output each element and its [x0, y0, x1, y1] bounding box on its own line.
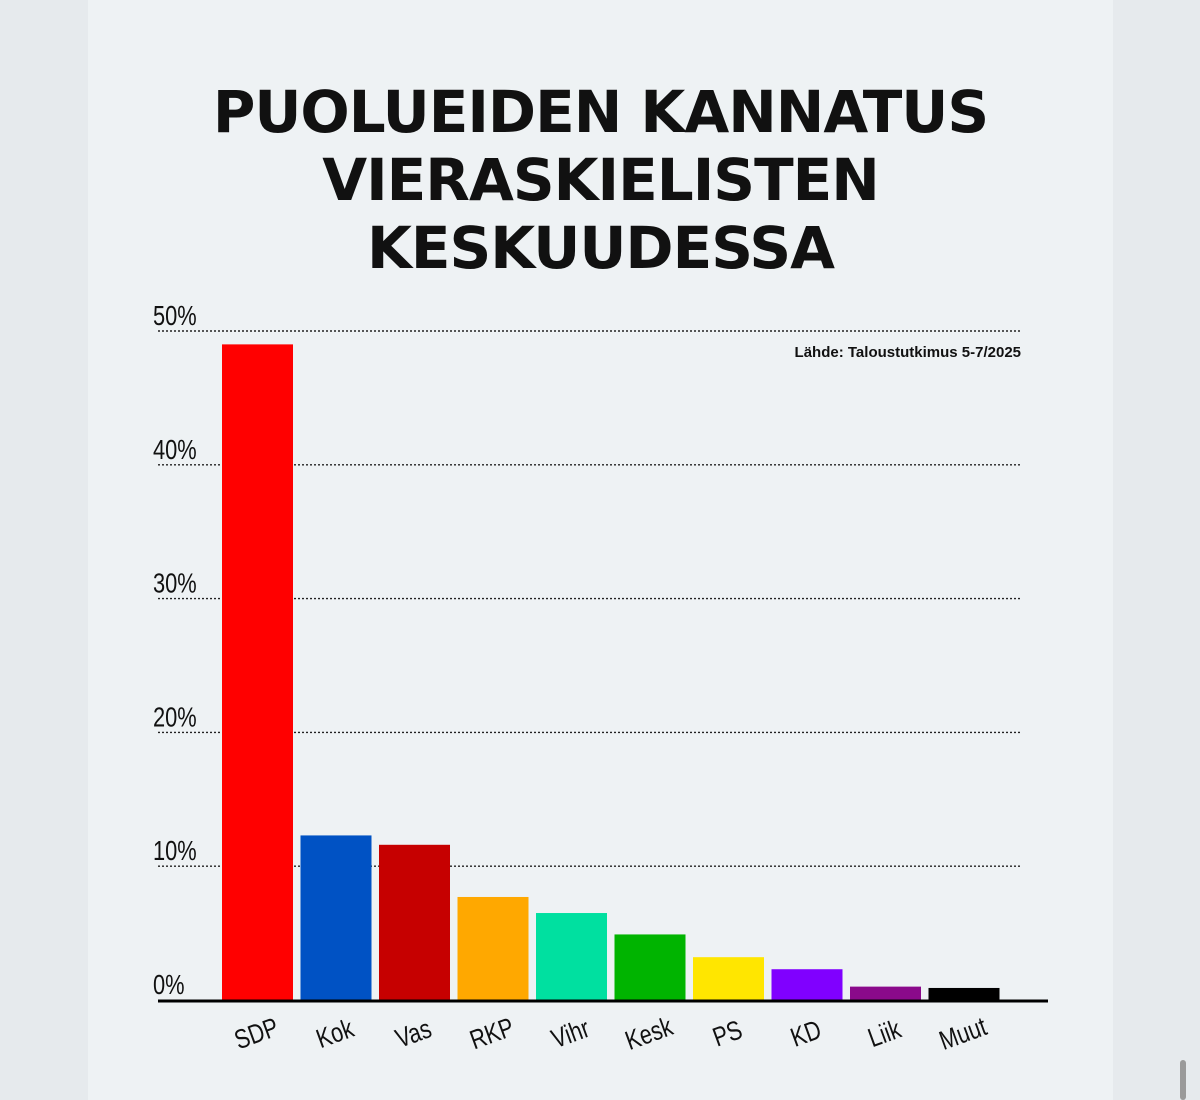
- y-tick-label: 0%: [153, 969, 185, 1000]
- x-tick-label: Kok: [313, 1014, 359, 1055]
- y-tick-label: 10%: [153, 836, 197, 867]
- chart-title: PUOLUEIDEN KANNATUS VIERASKIELISTEN KESK…: [88, 78, 1113, 282]
- x-tick-label: Vas: [392, 1014, 436, 1054]
- source-note: Lähde: Taloustutkimus 5-7/2025: [795, 344, 1021, 361]
- bar-sdp: [222, 344, 293, 1000]
- grid-lines: [158, 330, 1022, 867]
- y-tick-labels: 0% 10% 20% 30% 40% 50%: [153, 300, 197, 1000]
- bar-ps: [693, 957, 764, 1000]
- x-tick-label: PS: [709, 1015, 746, 1053]
- title-line-3: KESKUUDESSA: [366, 214, 835, 282]
- bar-rkp: [457, 896, 529, 1000]
- x-tick-label: Vihr: [548, 1014, 594, 1055]
- bar-kesk: [614, 934, 686, 1000]
- y-tick-label: 50%: [153, 300, 197, 331]
- bar-muut: [928, 987, 1000, 1000]
- x-tick-label: Liik: [864, 1014, 905, 1053]
- bars: [222, 344, 1000, 1000]
- y-tick-label: 40%: [153, 434, 197, 465]
- title-line-2: VIERASKIELISTEN: [322, 146, 880, 214]
- x-tick-labels: SDP Kok Vas RKP Vihr Kesk PS KD Liik Muut: [231, 1012, 991, 1057]
- x-tick-label: Muut: [936, 1012, 991, 1056]
- scrollbar[interactable]: [1180, 1060, 1186, 1100]
- bar-kok: [300, 835, 372, 1000]
- bar-vas: [379, 844, 450, 1000]
- bar-liik: [850, 986, 921, 1000]
- title-line-1: PUOLUEIDEN KANNATUS: [212, 78, 989, 146]
- x-tick-label: Kesk: [622, 1012, 678, 1057]
- y-tick-label: 20%: [153, 702, 197, 733]
- y-tick-label: 30%: [153, 568, 197, 599]
- x-tick-label: KD: [787, 1015, 825, 1053]
- bar-vihr: [536, 913, 607, 1000]
- x-tick-label: RKP: [466, 1013, 518, 1056]
- x-tick-label: SDP: [231, 1013, 283, 1056]
- bar-kd: [771, 969, 843, 1000]
